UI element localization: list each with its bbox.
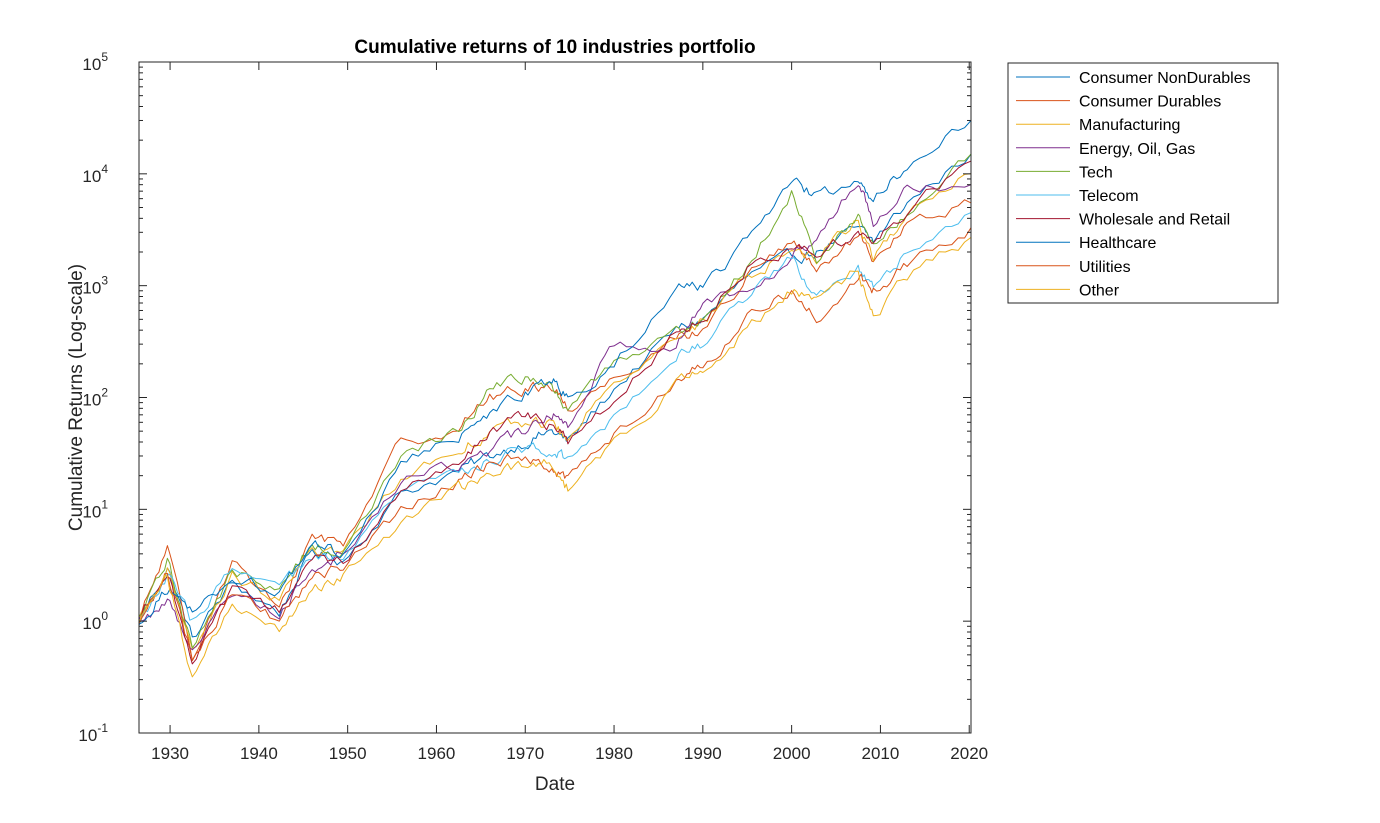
legend-entry: Manufacturing (1079, 117, 1180, 134)
y-tick-label: 102 (82, 386, 108, 410)
x-tick-label: 1970 (506, 744, 544, 763)
plot-background (139, 62, 971, 733)
legend: Consumer NonDurables Consumer Durables Man… (1007, 62, 1279, 304)
series-line (139, 227, 971, 662)
legend-entry: Telecom (1079, 188, 1139, 205)
x-tick-label: 1950 (329, 744, 367, 763)
chart-title: Cumulative returns of 10 industries port… (354, 37, 755, 58)
y-axis-label: Cumulative Returns (Log-scale) (66, 264, 87, 531)
legend-entry: Utilities (1079, 259, 1131, 276)
series-line (139, 160, 971, 665)
x-tick-label: 2020 (950, 744, 988, 763)
y-tick-label: 104 (82, 162, 108, 186)
x-tick-label: 2000 (773, 744, 811, 763)
legend-box (1007, 62, 1279, 304)
series-line (139, 120, 971, 625)
legend-entry: Tech (1079, 164, 1113, 181)
x-axis-label: Date (535, 774, 575, 795)
series-line (139, 236, 971, 678)
y-axis-ticks: 10-1 100 101 102 103 104 105 (78, 50, 971, 745)
y-tick-label: 101 (82, 497, 108, 521)
legend-entry: Consumer Durables (1079, 94, 1221, 111)
legend-entry: Wholesale and Retail (1079, 212, 1230, 229)
series-line (139, 184, 971, 651)
x-tick-label: 1960 (418, 744, 456, 763)
x-tick-label: 1930 (151, 744, 189, 763)
series-layer (139, 120, 971, 678)
y-tick-label: 105 (82, 50, 108, 74)
y-tick-label: 100 (82, 609, 108, 633)
x-axis-ticks: 1930 1940 1950 1960 1970 1980 1990 2000 2010 2020 (151, 62, 988, 763)
series-line (139, 153, 971, 649)
series-line (139, 199, 971, 661)
x-tick-label: 1990 (684, 744, 722, 763)
legend-entry: Healthcare (1079, 235, 1156, 252)
x-tick-label: 2010 (862, 744, 900, 763)
legend-entry: Other (1079, 282, 1120, 299)
plot-area (139, 62, 971, 733)
legend-entry: Energy, Oil, Gas (1079, 141, 1195, 158)
legend-entry: Consumer NonDurables (1079, 70, 1251, 87)
x-tick-label: 1980 (595, 744, 633, 763)
x-tick-label: 1940 (240, 744, 278, 763)
y-tick-label: 10-1 (78, 721, 108, 745)
series-line (139, 173, 971, 650)
y-tick-label: 103 (82, 274, 108, 298)
